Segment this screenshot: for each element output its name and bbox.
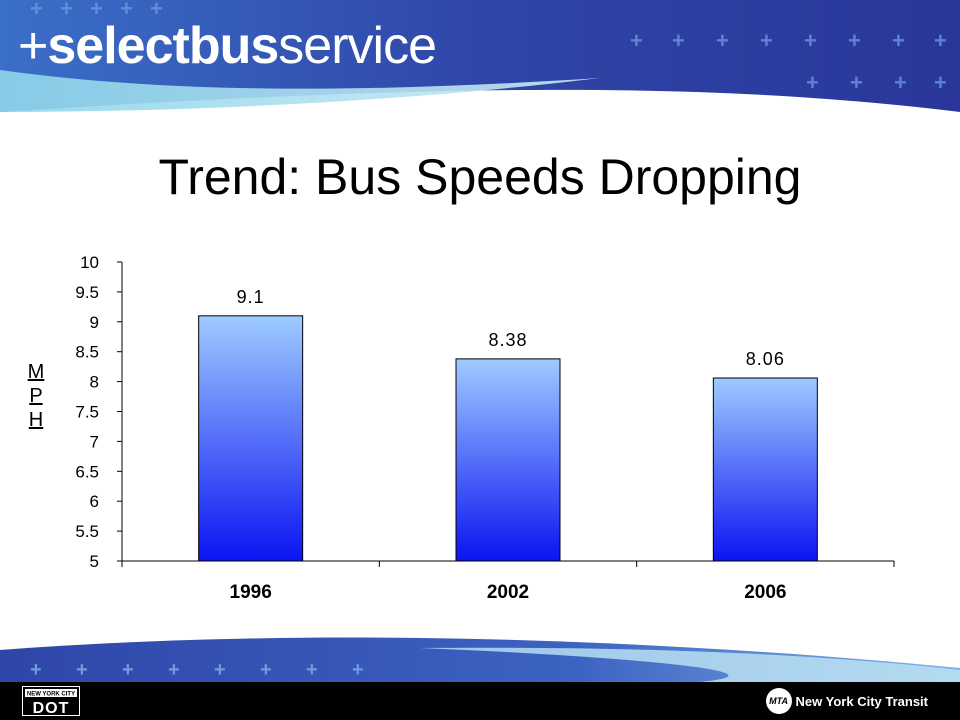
svg-text:+: + (892, 28, 905, 53)
y-tick-label: 7 (90, 432, 99, 451)
slide-title: Trend: Bus Speeds Dropping (158, 149, 802, 205)
svg-text:+: + (150, 0, 163, 21)
svg-text:+: + (806, 70, 819, 95)
bar-data-label: 9.1 (237, 287, 265, 307)
svg-text:+: + (760, 28, 773, 53)
y-axis-label-letter: M (27, 361, 45, 383)
logo-plus: + (18, 17, 48, 75)
bar (712, 377, 818, 562)
mta-badge-icon: MTA (765, 688, 792, 714)
svg-text:+: + (894, 70, 907, 95)
svg-text:+: + (716, 28, 729, 53)
select-bus-service-logo: +selectbusservice (18, 16, 437, 76)
svg-text:+: + (672, 28, 685, 53)
svg-text:+: + (30, 0, 43, 21)
y-tick-label: 6.5 (75, 462, 99, 481)
y-axis-label: M P H (26, 360, 46, 432)
y-tick-label: 8 (90, 373, 99, 392)
x-tick-label: 1996 (230, 582, 272, 603)
svg-text:+: + (168, 659, 180, 681)
svg-text:+: + (306, 659, 318, 681)
svg-text:+: + (848, 28, 861, 53)
y-tick-label: 5 (90, 552, 99, 571)
header-banner: + + + + + + + + + + + + + + + + + (0, 0, 960, 112)
svg-text:+: + (934, 70, 947, 95)
dot-logo-top-text: NEW YORK CITY (27, 692, 75, 698)
svg-text:+: + (122, 659, 134, 681)
svg-text:+: + (850, 70, 863, 95)
footer-bar (0, 682, 960, 720)
svg-text:+: + (120, 0, 133, 21)
svg-text:+: + (352, 659, 364, 681)
dot-logo-bottom-text: DOT (33, 700, 70, 716)
y-tick-label: 6 (90, 492, 99, 511)
svg-text:+: + (804, 28, 817, 53)
bar-data-label: 8.38 (488, 330, 527, 350)
svg-text:+: + (90, 0, 103, 21)
y-tick-label: 9.5 (75, 283, 99, 302)
bar (198, 315, 304, 562)
svg-text:+: + (30, 659, 42, 681)
svg-text:+: + (934, 28, 947, 53)
svg-text:+: + (214, 659, 226, 681)
y-tick-label: 10 (80, 253, 99, 272)
nyc-transit-logo: MTA New York City Transit (765, 688, 928, 714)
x-tick-label: 2002 (487, 582, 529, 603)
footer-wave: + + + + + + + + (0, 637, 960, 682)
svg-text:+: + (60, 0, 73, 21)
y-axis-label-letter: H (28, 409, 44, 431)
y-tick-label: 7.5 (75, 403, 99, 422)
y-tick-label: 8.5 (75, 343, 99, 362)
nyc-dot-logo: NEW YORK CITY DOT (22, 686, 80, 716)
nyc-transit-label: New York City Transit (795, 693, 928, 709)
svg-text:+: + (76, 659, 88, 681)
svg-text:+: + (260, 659, 272, 681)
logo-service: service (278, 17, 437, 75)
logo-bus: bus (188, 17, 279, 75)
bar-data-label: 8.06 (746, 349, 785, 369)
y-tick-label: 5.5 (75, 522, 99, 541)
logo-select: select (47, 17, 189, 75)
bar (455, 358, 561, 562)
y-axis-label-letter: P (29, 385, 43, 407)
svg-text:+: + (630, 28, 643, 53)
x-tick-label: 2006 (744, 582, 786, 603)
y-tick-label: 9 (90, 313, 99, 332)
